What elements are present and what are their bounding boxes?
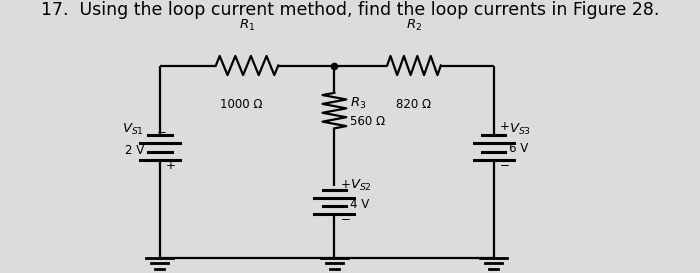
Text: $V_{S2}$: $V_{S2}$: [350, 178, 372, 193]
Text: +: +: [341, 178, 351, 191]
Text: 560 Ω: 560 Ω: [350, 115, 385, 128]
Text: −: −: [341, 213, 351, 226]
Text: $R_2$: $R_2$: [406, 18, 422, 33]
Text: +: +: [166, 159, 176, 172]
Text: 2 V: 2 V: [125, 144, 144, 157]
Text: −: −: [500, 159, 510, 172]
Text: +: +: [500, 120, 510, 133]
Text: $V_{S3}$: $V_{S3}$: [509, 122, 531, 137]
Text: 4 V: 4 V: [350, 198, 370, 211]
Text: $V_{S1}$: $V_{S1}$: [122, 122, 144, 137]
Text: −: −: [157, 126, 167, 139]
Text: $R_1$: $R_1$: [239, 18, 255, 33]
Text: 1000 Ω: 1000 Ω: [220, 98, 262, 111]
Text: 17.  Using the loop current method, find the loop currents in Figure 28.: 17. Using the loop current method, find …: [41, 1, 659, 19]
Text: $R_3$: $R_3$: [350, 96, 366, 111]
Text: 820 Ω: 820 Ω: [396, 98, 431, 111]
Text: 6 V: 6 V: [509, 142, 528, 155]
